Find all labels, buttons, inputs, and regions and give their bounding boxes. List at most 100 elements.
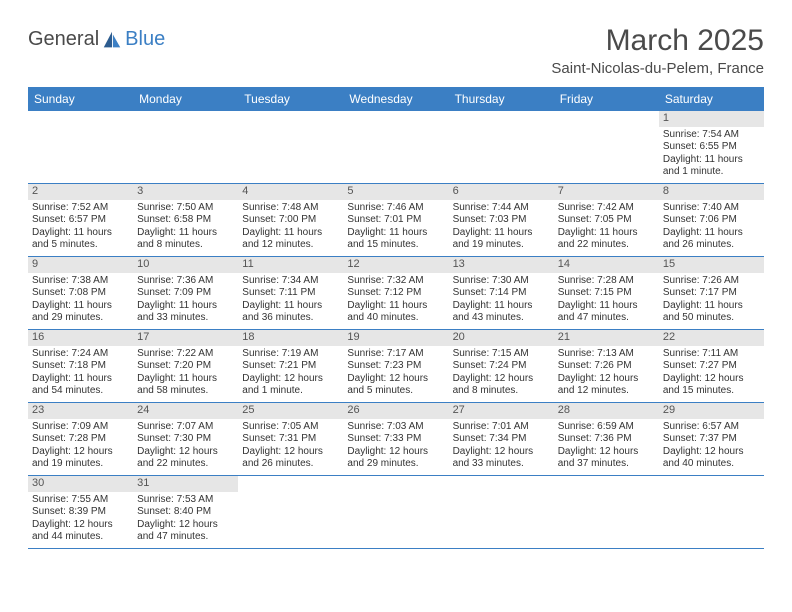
- calendar-body: 1Sunrise: 7:54 AMSunset: 6:55 PMDaylight…: [28, 111, 764, 549]
- empty-cell: [554, 111, 659, 183]
- sunrise-text: Sunrise: 7:50 AM: [137, 202, 234, 215]
- day-cell: 10Sunrise: 7:36 AMSunset: 7:09 PMDayligh…: [133, 257, 238, 329]
- daylight-text: Daylight: 12 hours: [663, 373, 760, 386]
- daylight-text: and 26 minutes.: [663, 239, 760, 252]
- daylight-text: Daylight: 12 hours: [242, 446, 339, 459]
- day-cell: 22Sunrise: 7:11 AMSunset: 7:27 PMDayligh…: [659, 330, 764, 402]
- daylight-text: and 1 minute.: [242, 385, 339, 398]
- daylight-text: and 8 minutes.: [453, 385, 550, 398]
- sunset-text: Sunset: 7:20 PM: [137, 360, 234, 373]
- daylight-text: Daylight: 11 hours: [137, 300, 234, 313]
- day-number: 21: [554, 330, 659, 346]
- daylight-text: Daylight: 11 hours: [558, 300, 655, 313]
- daylight-text: and 47 minutes.: [558, 312, 655, 325]
- sunrise-text: Sunrise: 7:03 AM: [347, 421, 444, 434]
- daylight-text: Daylight: 11 hours: [137, 373, 234, 386]
- daylight-text: and 29 minutes.: [32, 312, 129, 325]
- daylight-text: and 22 minutes.: [137, 458, 234, 471]
- sunrise-text: Sunrise: 7:11 AM: [663, 348, 760, 361]
- sunrise-text: Sunrise: 7:05 AM: [242, 421, 339, 434]
- sunset-text: Sunset: 7:21 PM: [242, 360, 339, 373]
- sunrise-text: Sunrise: 7:38 AM: [32, 275, 129, 288]
- month-title: March 2025: [551, 24, 764, 58]
- sunset-text: Sunset: 7:01 PM: [347, 214, 444, 227]
- daylight-text: and 26 minutes.: [242, 458, 339, 471]
- daylight-text: Daylight: 12 hours: [347, 446, 444, 459]
- sunrise-text: Sunrise: 7:40 AM: [663, 202, 760, 215]
- sunrise-text: Sunrise: 7:15 AM: [453, 348, 550, 361]
- day-cell: 26Sunrise: 7:03 AMSunset: 7:33 PMDayligh…: [343, 403, 448, 475]
- day-cell: 9Sunrise: 7:38 AMSunset: 7:08 PMDaylight…: [28, 257, 133, 329]
- sunset-text: Sunset: 7:26 PM: [558, 360, 655, 373]
- sunrise-text: Sunrise: 7:28 AM: [558, 275, 655, 288]
- daylight-text: Daylight: 12 hours: [663, 446, 760, 459]
- day-number: 2: [28, 184, 133, 200]
- day-number: 28: [554, 403, 659, 419]
- day-cell: 27Sunrise: 7:01 AMSunset: 7:34 PMDayligh…: [449, 403, 554, 475]
- daylight-text: Daylight: 11 hours: [242, 227, 339, 240]
- day-cell: 2Sunrise: 7:52 AMSunset: 6:57 PMDaylight…: [28, 184, 133, 256]
- empty-cell: [28, 111, 133, 183]
- daylight-text: and 15 minutes.: [663, 385, 760, 398]
- day-number: 16: [28, 330, 133, 346]
- dayhead-mon: Monday: [133, 87, 238, 111]
- day-number: 24: [133, 403, 238, 419]
- day-cell: 7Sunrise: 7:42 AMSunset: 7:05 PMDaylight…: [554, 184, 659, 256]
- sunset-text: Sunset: 7:27 PM: [663, 360, 760, 373]
- sunset-text: Sunset: 7:28 PM: [32, 433, 129, 446]
- sunset-text: Sunset: 7:11 PM: [242, 287, 339, 300]
- sunset-text: Sunset: 7:37 PM: [663, 433, 760, 446]
- weekday-header: Sunday Monday Tuesday Wednesday Thursday…: [28, 87, 764, 111]
- sunrise-text: Sunrise: 7:01 AM: [453, 421, 550, 434]
- daylight-text: and 50 minutes.: [663, 312, 760, 325]
- daylight-text: and 33 minutes.: [137, 312, 234, 325]
- daylight-text: and 12 minutes.: [558, 385, 655, 398]
- daylight-text: and 19 minutes.: [32, 458, 129, 471]
- sunset-text: Sunset: 7:18 PM: [32, 360, 129, 373]
- daylight-text: Daylight: 11 hours: [347, 227, 444, 240]
- sunrise-text: Sunrise: 7:32 AM: [347, 275, 444, 288]
- daylight-text: Daylight: 11 hours: [242, 300, 339, 313]
- sunset-text: Sunset: 8:39 PM: [32, 506, 129, 519]
- daylight-text: and 40 minutes.: [347, 312, 444, 325]
- daylight-text: and 22 minutes.: [558, 239, 655, 252]
- week-row: 23 Sunrise: 7:09 AMSunset: 7:28 PM Dayligh…: [28, 403, 764, 476]
- sunrise-text: Sunrise: 7:53 AM: [137, 494, 234, 507]
- sunrise-text: Sunrise: 7:42 AM: [558, 202, 655, 215]
- daylight-text: Daylight: 12 hours: [453, 373, 550, 386]
- daylight-text: and 29 minutes.: [347, 458, 444, 471]
- week-row: 30Sunrise: 7:55 AMSunset: 8:39 PMDayligh…: [28, 476, 764, 549]
- sunrise-text: Sunrise: 7:17 AM: [347, 348, 444, 361]
- dayhead-wed: Wednesday: [343, 87, 448, 111]
- day-cell: 16Sunrise: 7:24 AMSunset: 7:18 PMDayligh…: [28, 330, 133, 402]
- dayhead-tue: Tuesday: [238, 87, 343, 111]
- day-cell: 25Sunrise: 7:05 AMSunset: 7:31 PMDayligh…: [238, 403, 343, 475]
- empty-cell: [659, 476, 764, 548]
- sunrise-text: Sunrise: 7:09 AM: [32, 421, 129, 434]
- sunset-text: Sunset: 6:55 PM: [663, 141, 760, 154]
- daylight-text: Daylight: 11 hours: [347, 300, 444, 313]
- sunset-text: Sunset: 7:08 PM: [32, 287, 129, 300]
- calendar: Sunday Monday Tuesday Wednesday Thursday…: [28, 87, 764, 549]
- sunrise-text: Sunrise: 7:26 AM: [663, 275, 760, 288]
- empty-cell: [133, 111, 238, 183]
- week-row: 2Sunrise: 7:52 AMSunset: 6:57 PMDaylight…: [28, 184, 764, 257]
- sunrise-text: Sunrise: 7:19 AM: [242, 348, 339, 361]
- sunrise-text: Sunrise: 7:30 AM: [453, 275, 550, 288]
- day-number: 15: [659, 257, 764, 273]
- day-cell: 29Sunrise: 6:57 AMSunset: 7:37 PMDayligh…: [659, 403, 764, 475]
- sunrise-text: Sunrise: 7:46 AM: [347, 202, 444, 215]
- sunrise-text: Sunrise: 6:59 AM: [558, 421, 655, 434]
- sunrise-text: Sunrise: 7:34 AM: [242, 275, 339, 288]
- day-number: 20: [449, 330, 554, 346]
- day-number: 23: [28, 403, 133, 419]
- daylight-text: Daylight: 11 hours: [663, 154, 760, 167]
- empty-cell: [238, 476, 343, 548]
- empty-cell: [449, 476, 554, 548]
- day-number: 1: [659, 111, 764, 127]
- sunset-text: Sunset: 7:06 PM: [663, 214, 760, 227]
- sunset-text: Sunset: 7:03 PM: [453, 214, 550, 227]
- day-cell: 17Sunrise: 7:22 AMSunset: 7:20 PMDayligh…: [133, 330, 238, 402]
- day-cell: 3Sunrise: 7:50 AMSunset: 6:58 PMDaylight…: [133, 184, 238, 256]
- logo: General Blue: [28, 24, 165, 51]
